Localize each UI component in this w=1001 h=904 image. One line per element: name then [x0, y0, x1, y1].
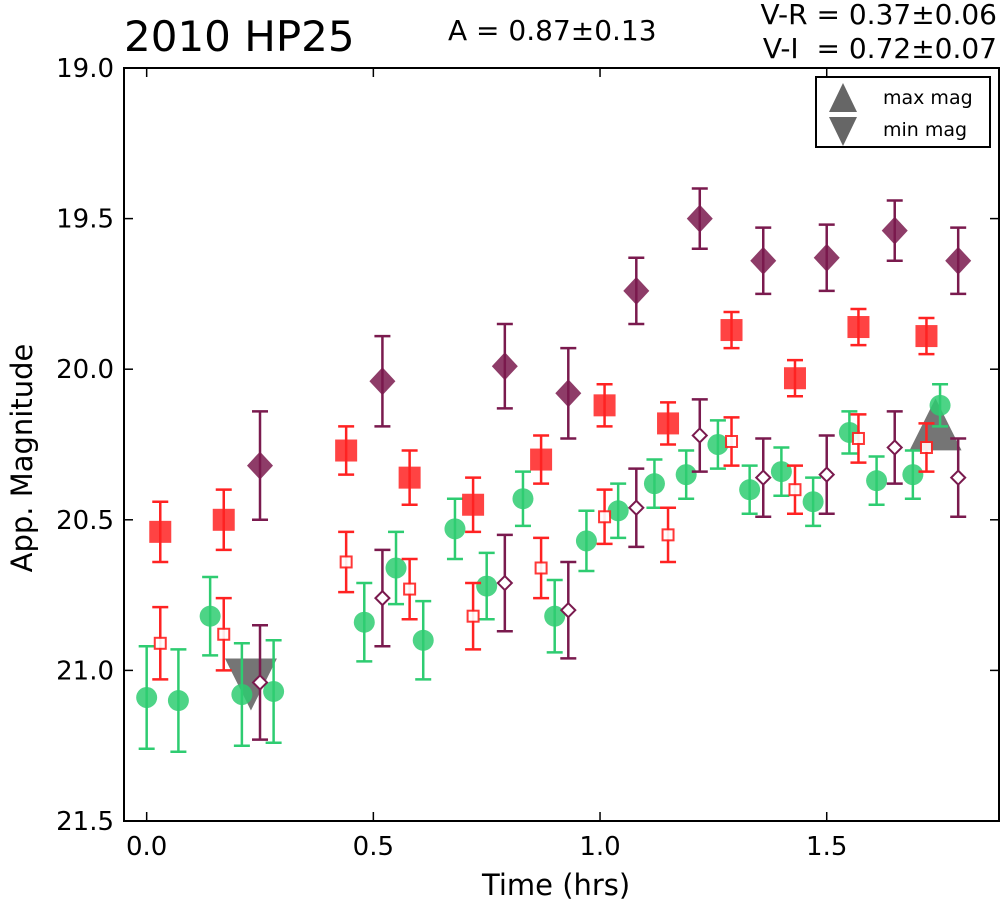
- y-tick-label: 20.0: [56, 355, 114, 385]
- data-point-filled-diamond: [686, 204, 713, 233]
- data-point-open-square: [919, 441, 933, 455]
- color-vi-label: V-I = 0.72±0.07: [762, 32, 997, 65]
- legend: max mag min mag: [815, 76, 991, 148]
- data-point-filled-diamond: [555, 379, 582, 408]
- data-point-circle: [866, 470, 888, 492]
- legend-max-mag-label: max mag: [883, 87, 973, 109]
- data-point-open-diamond: [949, 469, 967, 487]
- x-tick-label: 0.5: [353, 832, 394, 862]
- data-point-circle: [802, 491, 824, 513]
- data-point-filled-square: [530, 448, 553, 471]
- color-vr-label: V-R = 0.37±0.06: [760, 0, 997, 31]
- data-point-circle: [902, 464, 924, 486]
- data-point-open-diamond: [496, 574, 514, 592]
- data-point-open-diamond: [818, 466, 836, 484]
- data-point-open-diamond: [251, 674, 269, 691]
- data-point-filled-square: [462, 493, 485, 516]
- y-tick-label: 21.0: [56, 656, 114, 686]
- data-point-circle: [385, 557, 407, 579]
- data-point-circle: [412, 629, 434, 651]
- chart-title: 2010 HP25: [124, 12, 355, 61]
- data-point-filled-diamond: [813, 243, 840, 272]
- data-point-circle: [643, 473, 665, 495]
- data-point-open-square: [725, 434, 739, 448]
- data-point-filled-diamond: [369, 367, 396, 396]
- data-point-filled-square: [212, 508, 235, 531]
- data-point-open-diamond: [559, 601, 577, 619]
- data-point-open-diamond: [691, 427, 709, 444]
- plot-frame: [123, 67, 1000, 822]
- data-point-open-diamond: [374, 589, 391, 607]
- x-tick-label: 1.0: [579, 832, 620, 862]
- data-point-open-square: [661, 528, 675, 542]
- data-point-circle: [575, 530, 597, 552]
- data-point-filled-square: [847, 316, 870, 339]
- data-point-circle: [444, 518, 466, 540]
- data-point-open-square: [339, 555, 353, 569]
- x-tick-label: 1.5: [806, 832, 847, 862]
- x-tick-label: 0.0: [126, 832, 167, 862]
- data-point-filled-diamond: [491, 352, 518, 381]
- x-axis-label: Time (hrs): [482, 868, 631, 902]
- data-point-open-diamond: [627, 499, 645, 517]
- data-point-circle: [707, 434, 729, 455]
- legend-min-mag-label: min mag: [883, 119, 967, 141]
- data-point-open-diamond: [754, 469, 772, 487]
- data-point-filled-diamond: [750, 246, 777, 275]
- data-point-filled-square: [398, 466, 421, 489]
- data-point-open-diamond: [886, 439, 904, 456]
- data-point-filled-square: [335, 439, 358, 462]
- y-tick-label: 19.0: [56, 54, 114, 84]
- y-tick-label: 21.5: [56, 807, 114, 837]
- max-mag-marker: [909, 398, 962, 451]
- data-point-circle: [353, 611, 375, 633]
- data-point-open-square: [788, 483, 802, 497]
- data-point-filled-square: [657, 412, 680, 435]
- data-point-circle: [136, 687, 158, 709]
- data-point-circle: [476, 575, 498, 597]
- data-point-open-square: [153, 636, 167, 650]
- data-point-filled-square: [593, 394, 616, 417]
- data-point-open-square: [217, 627, 231, 641]
- legend-max-mag-icon: [829, 83, 857, 112]
- data-point-circle: [263, 680, 285, 702]
- data-point-circle: [512, 488, 534, 510]
- data-point-open-square: [466, 609, 480, 623]
- y-tick-label: 20.5: [56, 506, 114, 536]
- data-point-circle: [675, 464, 697, 486]
- min-mag-marker: [224, 658, 277, 711]
- data-point-circle: [544, 605, 566, 627]
- data-point-filled-square: [783, 367, 806, 390]
- data-point-circle: [770, 461, 792, 483]
- data-point-open-square: [598, 510, 612, 524]
- data-point-filled-square: [915, 325, 938, 348]
- data-point-filled-square: [720, 319, 743, 342]
- data-point-open-square: [403, 582, 417, 596]
- data-point-circle: [929, 394, 951, 416]
- data-point-filled-square: [149, 520, 172, 543]
- data-point-open-square: [851, 431, 865, 445]
- amplitude-label: A = 0.87±0.13: [448, 14, 657, 47]
- data-point-circle: [167, 690, 189, 712]
- data-point-filled-diamond: [945, 246, 972, 275]
- data-point-filled-diamond: [623, 276, 650, 305]
- data-point-circle: [199, 605, 221, 627]
- data-point-open-square: [534, 561, 548, 575]
- data-point-circle: [231, 683, 253, 705]
- data-point-circle: [739, 479, 761, 501]
- data-point-filled-diamond: [881, 216, 908, 245]
- data-point-filled-diamond: [247, 451, 274, 480]
- legend-min-mag-icon: [829, 117, 857, 146]
- y-tick-label: 19.5: [56, 205, 114, 235]
- data-point-circle: [607, 500, 629, 522]
